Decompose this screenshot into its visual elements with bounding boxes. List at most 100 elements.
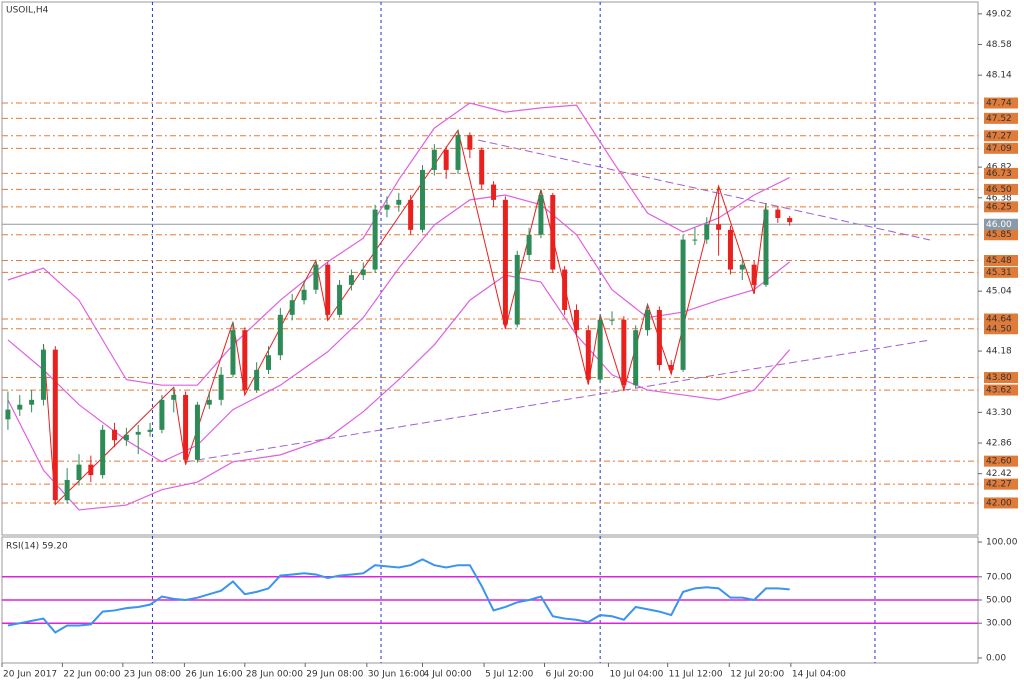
level-label-box — [984, 478, 1018, 490]
candle-body — [76, 464, 82, 480]
level-label-box — [984, 313, 1018, 325]
level-label-box — [984, 372, 1018, 384]
y-tick-label: 44.18 — [986, 347, 1012, 357]
x-tick-label: 11 Jul 12:00 — [669, 670, 723, 680]
candle-body — [183, 394, 189, 460]
candle-body — [254, 369, 260, 391]
level-label-box — [984, 112, 1018, 124]
y-tick-label: 48.58 — [986, 40, 1012, 50]
y-tick-label: 43.30 — [986, 408, 1012, 418]
level-label: 43.62 — [986, 386, 1012, 396]
candle-body — [135, 431, 141, 435]
y-tick-label: 46.82 — [986, 163, 1012, 173]
x-tick-label: 10 Jul 04:00 — [609, 670, 663, 680]
candle-body — [668, 364, 674, 370]
candle-body — [147, 429, 153, 432]
x-tick-label: 5 Jul 12:00 — [485, 670, 534, 680]
candle-body — [763, 209, 769, 285]
candle-body — [64, 479, 70, 501]
candle-body — [112, 429, 118, 441]
y-tick-label: 30.00 — [986, 619, 1012, 629]
level-label: 46.25 — [986, 202, 1012, 212]
y-tick-label: 50.00 — [986, 596, 1012, 606]
candle-body — [431, 149, 437, 170]
level-label-box — [984, 167, 1018, 179]
y-tick-label: 42.42 — [986, 469, 1012, 479]
candle-body — [313, 264, 319, 290]
y-tick-label: 48.14 — [986, 71, 1012, 81]
level-label: 47.09 — [986, 144, 1012, 154]
candle-body — [727, 229, 733, 270]
candle-body — [633, 330, 639, 386]
level-label-box — [984, 266, 1018, 278]
current-price-box — [984, 218, 1018, 230]
level-label: 42.60 — [986, 457, 1012, 467]
candle-body — [739, 264, 745, 270]
level-label-box — [984, 455, 1018, 467]
candle-body — [479, 149, 485, 185]
level-label-box — [984, 384, 1018, 396]
candle-body — [621, 319, 627, 386]
candle-body — [17, 404, 23, 410]
x-tick-label: 29 Jun 08:00 — [306, 670, 363, 680]
candle-body — [656, 309, 662, 365]
candle-body — [337, 284, 343, 315]
level-label: 47.52 — [986, 114, 1012, 124]
level-label-box — [984, 183, 1018, 195]
rsi-line — [7, 558, 790, 634]
candle-body — [277, 314, 283, 356]
level-label-box — [984, 497, 1018, 509]
candle-body — [408, 199, 414, 230]
level-label: 46.73 — [986, 169, 1012, 179]
candle-body — [597, 319, 603, 380]
candle-body — [301, 289, 307, 301]
x-tick-label: 20 Jun 2017 — [3, 670, 57, 680]
candle-body — [372, 209, 378, 270]
x-tick-label: 23 Jun 08:00 — [124, 670, 181, 680]
level-label-box — [984, 142, 1018, 154]
candle-body — [680, 239, 686, 370]
candle-body — [325, 264, 331, 315]
candle-body — [40, 349, 46, 400]
bollinger-lower — [7, 274, 791, 511]
x-tick-label: 4 Jul 00:00 — [423, 670, 472, 680]
candle-body — [645, 309, 651, 331]
candle-body — [573, 309, 579, 331]
candle-body — [775, 209, 781, 218]
level-label: 44.50 — [986, 324, 1012, 334]
candle-body — [289, 300, 295, 315]
level-label-box — [984, 229, 1018, 241]
candle-body — [171, 394, 177, 400]
candle-body — [242, 330, 248, 391]
y-tick-label: 46.38 — [986, 193, 1012, 203]
x-tick-label: 12 Jul 20:00 — [730, 670, 784, 680]
y-tick-label: 100.00 — [986, 537, 1018, 547]
candle-body — [360, 269, 366, 276]
candle-body — [266, 355, 272, 370]
x-tick-label: 14 Jul 04:00 — [792, 670, 846, 680]
candle-body — [218, 374, 224, 400]
x-tick-label: 26 Jun 16:00 — [185, 670, 242, 680]
x-tick-label: 30 Jun 16:00 — [368, 670, 425, 680]
level-label-box — [984, 254, 1018, 266]
rsi-title: RSI(14) 59.20 — [6, 542, 68, 552]
candle-body — [159, 399, 165, 430]
bollinger-upper — [7, 102, 790, 386]
level-label: 42.00 — [986, 498, 1012, 508]
candle-body — [467, 135, 473, 150]
candle-body — [88, 464, 94, 476]
level-label-box — [984, 130, 1018, 142]
level-label-box — [984, 323, 1018, 335]
level-label: 45.85 — [986, 230, 1012, 240]
level-label: 46.50 — [986, 185, 1012, 195]
candle-body — [455, 135, 461, 170]
candle-body — [716, 224, 722, 230]
level-label-box — [984, 201, 1018, 213]
level-label: 47.74 — [986, 99, 1012, 109]
candle-body — [100, 429, 106, 476]
x-tick-label: 22 Jun 00:00 — [63, 670, 120, 680]
candle-body — [491, 184, 497, 200]
candle-body — [704, 224, 710, 240]
candle-body — [419, 169, 425, 230]
candle-body — [29, 399, 35, 405]
